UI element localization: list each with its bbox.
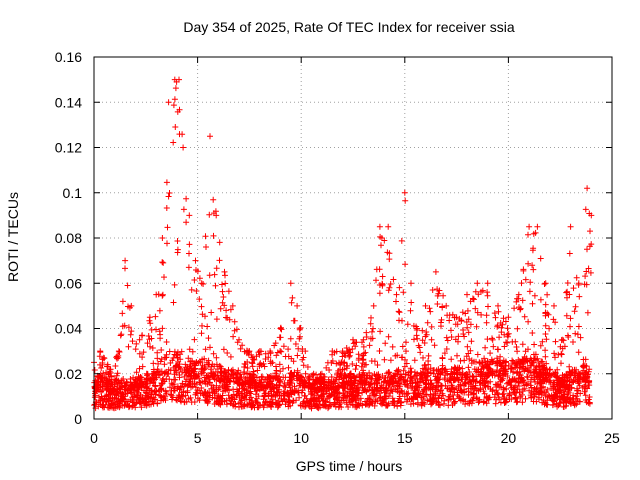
- x-axis-label: GPS time / hours: [296, 458, 403, 474]
- y-tick-label: 0.16: [55, 49, 82, 65]
- y-tick-label: 0.1: [63, 185, 83, 201]
- y-tick-label: 0.12: [55, 140, 82, 156]
- x-tick-label: 10: [293, 430, 309, 446]
- y-tick-label: 0.04: [55, 321, 82, 337]
- grid-lines: [94, 57, 612, 419]
- y-tick-label: 0.06: [55, 275, 82, 291]
- roti-series-points: [91, 76, 595, 412]
- x-tick-label: 0: [90, 430, 98, 446]
- y-tick-label: 0.14: [55, 94, 82, 110]
- chart-title: Day 354 of 2025, Rate Of TEC Index for r…: [183, 19, 514, 35]
- axis-ticks: 0 5 10 15 20 25 0 0.02 0.04 0.06 0.08 0.1 0.12 0.14 0.…: [55, 49, 620, 446]
- y-tick-label: 0.08: [55, 230, 82, 246]
- x-tick-label: 5: [194, 430, 202, 446]
- y-tick-label: 0.02: [55, 366, 82, 382]
- x-tick-label: 25: [604, 430, 620, 446]
- x-tick-label: 20: [501, 430, 517, 446]
- y-tick-label: 0: [74, 411, 82, 427]
- data-points: [91, 76, 595, 412]
- y-axis-label: ROTI / TECUs: [5, 192, 21, 282]
- x-tick-label: 15: [397, 430, 413, 446]
